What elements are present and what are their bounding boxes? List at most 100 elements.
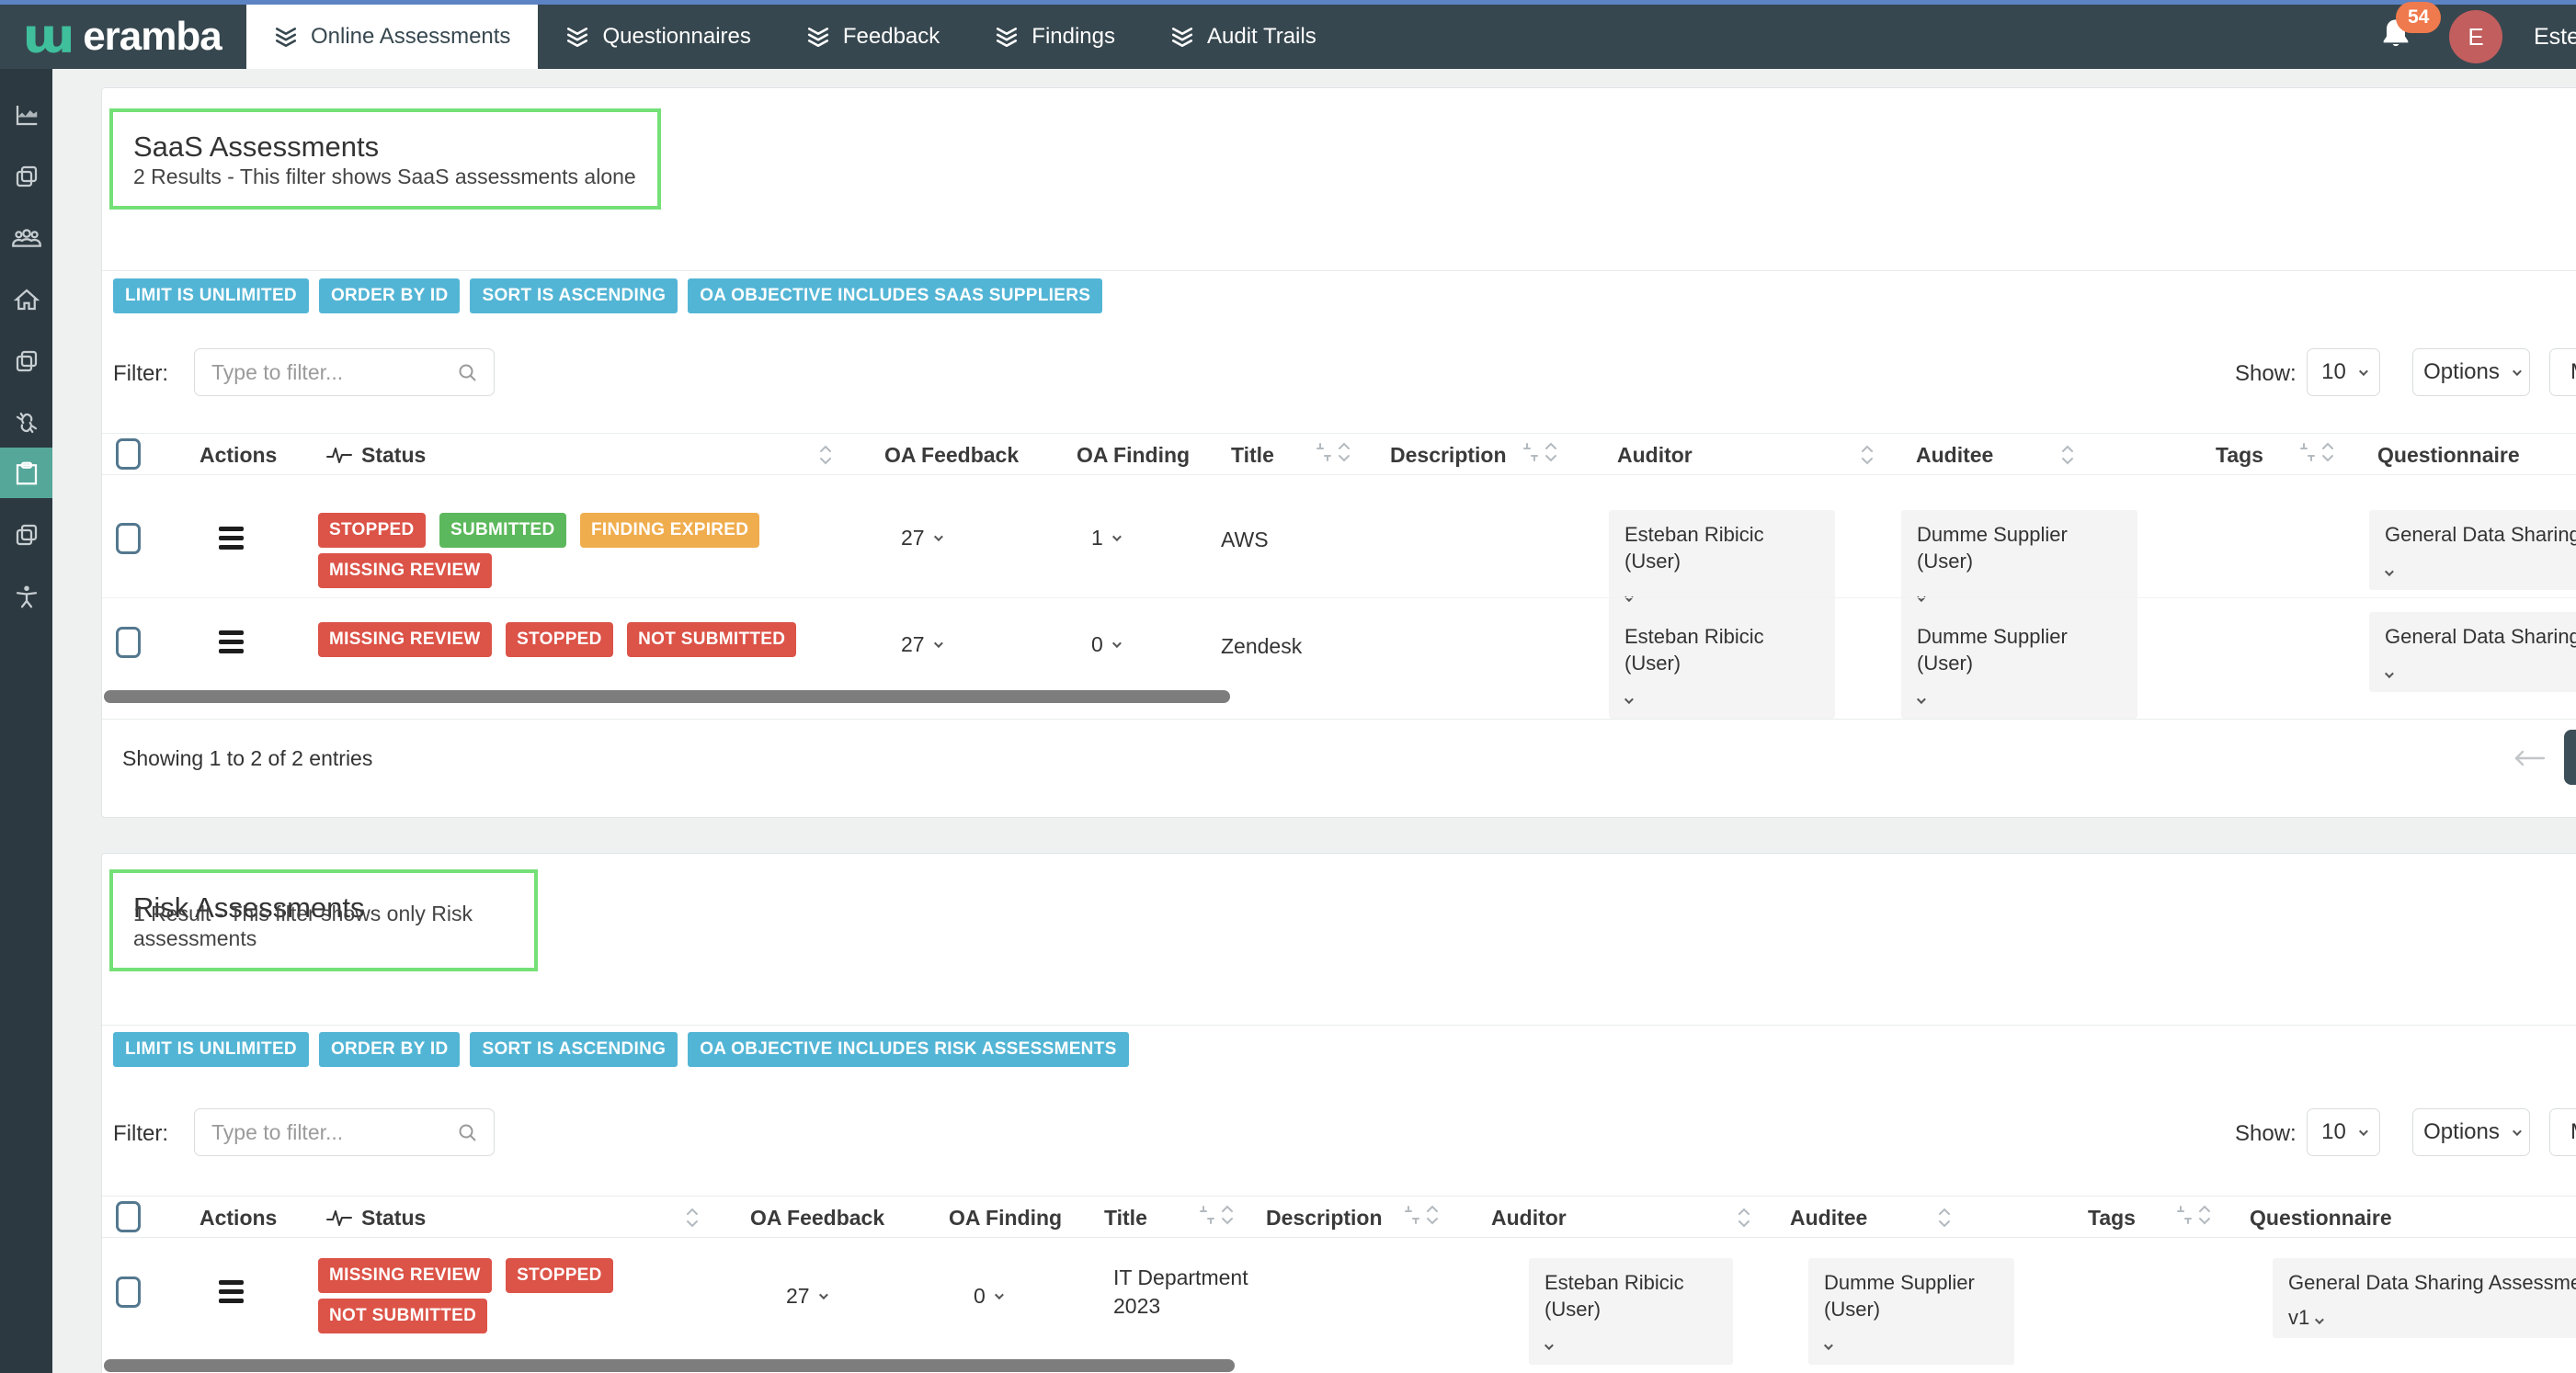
page-size-select[interactable]: 10	[2307, 1108, 2380, 1156]
options-button[interactable]: Options	[2412, 1108, 2530, 1156]
column-reorder-icon[interactable]	[1404, 1204, 1420, 1226]
sidebar-item-dashboard[interactable]	[0, 89, 52, 140]
filter-tag[interactable]: LIMIT IS UNLIMITED	[113, 1032, 309, 1067]
pagination-next-button[interactable]	[2564, 730, 2576, 785]
filter-tag[interactable]: ORDER BY ID	[318, 278, 461, 313]
sort-icon[interactable]	[1544, 441, 1557, 463]
questionnaire-dropdown[interactable]: General Data Sharing Assessments v1	[2273, 1258, 2576, 1339]
manage-button[interactable]: Manage	[2549, 348, 2576, 396]
col-status[interactable]: Status	[361, 1206, 427, 1230]
col-auditor[interactable]: Auditor	[1491, 1206, 1567, 1230]
entries-summary: Showing 1 to 2 of 2 entries	[122, 746, 373, 770]
oa-finding-dropdown[interactable]: 0	[1091, 632, 1122, 657]
sort-icon[interactable]	[1938, 1207, 1951, 1229]
col-oa-finding[interactable]: OA Finding	[1077, 443, 1191, 467]
filter-tag[interactable]: LIMIT IS UNLIMITED	[113, 278, 309, 313]
col-oa-feedback[interactable]: OA Feedback	[750, 1206, 885, 1230]
auditee-dropdown[interactable]: Dumme Supplier (User)	[1901, 510, 2137, 617]
column-reorder-icon[interactable]	[1199, 1204, 1215, 1226]
auditor-dropdown[interactable]: Esteban Ribicic (User)	[1609, 510, 1835, 617]
manage-button[interactable]: Manage	[2549, 1108, 2576, 1156]
sidebar-item-online-assessments[interactable]	[0, 448, 52, 498]
row-checkbox[interactable]	[116, 627, 141, 658]
col-title[interactable]: Title	[1104, 1206, 1147, 1230]
pagination-prev-icon[interactable]	[2511, 748, 2548, 768]
col-questionnaire[interactable]: Questionnaire	[2250, 1206, 2392, 1230]
sort-icon[interactable]	[2321, 441, 2334, 463]
row-checkbox[interactable]	[116, 1277, 141, 1308]
col-description[interactable]: Description	[1266, 1206, 1383, 1230]
oa-feedback-dropdown[interactable]: 27	[786, 1284, 828, 1309]
auditee-dropdown[interactable]: Dumme Supplier (User)	[1808, 1258, 2014, 1365]
column-reorder-icon[interactable]	[1316, 441, 1332, 463]
col-auditee[interactable]: Auditee	[1790, 1206, 1868, 1230]
eramba-logo[interactable]: ɯ eramba	[0, 5, 246, 69]
sidebar-item-programs[interactable]	[0, 335, 52, 386]
col-title[interactable]: Title	[1231, 443, 1274, 467]
oa-feedback-dropdown[interactable]: 27	[901, 526, 943, 550]
filter-tag[interactable]: SORT IS ASCENDING	[470, 278, 678, 313]
sidebar-item-home[interactable]	[0, 274, 52, 324]
sort-icon[interactable]	[2061, 444, 2074, 466]
table-row: STOPPED SUBMITTED FINDING EXPIRED MISSIN…	[102, 475, 2576, 617]
oa-feedback-dropdown[interactable]: 27	[901, 632, 943, 657]
horizontal-scrollbar[interactable]	[102, 690, 2576, 703]
filter-tag[interactable]: OA OBJECTIVE INCLUDES RISK ASSESSMENTS	[688, 1032, 1129, 1067]
questionnaire-dropdown[interactable]: General Data Sharing Assessments	[2369, 612, 2576, 693]
page-size-select[interactable]: 10	[2307, 348, 2380, 396]
filter-tag[interactable]: ORDER BY ID	[318, 1032, 461, 1067]
column-reorder-icon[interactable]	[1522, 441, 1539, 463]
filter-input[interactable]	[211, 1109, 441, 1155]
oa-finding-dropdown[interactable]: 0	[974, 1284, 1004, 1309]
oa-finding-dropdown[interactable]: 1	[1091, 526, 1122, 550]
sort-icon[interactable]	[1861, 444, 1874, 466]
row-actions-menu-icon[interactable]	[219, 630, 244, 658]
sort-icon[interactable]	[1426, 1204, 1439, 1226]
col-oa-feedback[interactable]: OA Feedback	[884, 443, 1020, 467]
row-actions-menu-icon[interactable]	[219, 527, 244, 554]
sort-icon[interactable]	[2198, 1204, 2211, 1226]
sort-icon[interactable]	[1738, 1207, 1750, 1229]
filter-tag[interactable]: OA OBJECTIVE INCLUDES SAAS SUPPLIERS	[688, 278, 1103, 313]
sort-icon[interactable]	[1338, 441, 1351, 463]
sidebar-item-library[interactable]	[0, 151, 52, 201]
sidebar-item-accessibility[interactable]	[0, 571, 52, 621]
sidebar-item-broken-links[interactable]	[0, 397, 52, 448]
col-description[interactable]: Description	[1390, 443, 1507, 467]
horizontal-scrollbar[interactable]	[102, 1359, 2576, 1372]
select-all-checkbox[interactable]	[116, 1201, 141, 1232]
row-checkbox[interactable]	[116, 523, 141, 554]
user-avatar[interactable]: E	[2449, 10, 2502, 63]
filter-tag[interactable]: SORT IS ASCENDING	[470, 1032, 678, 1067]
column-reorder-icon[interactable]	[2176, 1204, 2193, 1226]
options-label: Options	[2423, 359, 2500, 384]
col-oa-finding[interactable]: OA Finding	[949, 1206, 1063, 1230]
column-reorder-icon[interactable]	[2299, 441, 2316, 463]
col-questionnaire[interactable]: Questionnaire	[2377, 443, 2520, 467]
tab-audit-trails[interactable]: Audit Trails	[1143, 5, 1344, 69]
col-status[interactable]: Status	[361, 443, 427, 467]
auditor-dropdown[interactable]: Esteban Ribicic (User)	[1609, 612, 1835, 719]
user-name[interactable]: Esteban	[2534, 23, 2576, 50]
sort-icon[interactable]	[1221, 1204, 1234, 1226]
col-auditee[interactable]: Auditee	[1916, 443, 1994, 467]
options-button[interactable]: Options	[2412, 348, 2530, 396]
sidebar-item-collections[interactable]	[0, 509, 52, 560]
tab-questionnaires[interactable]: Questionnaires	[538, 5, 778, 69]
notifications-button[interactable]: 54	[2377, 2, 2442, 59]
select-all-checkbox[interactable]	[116, 438, 141, 470]
col-tags[interactable]: Tags	[2088, 1206, 2136, 1230]
sidebar-item-accounts[interactable]	[0, 212, 52, 263]
sort-icon[interactable]	[686, 1207, 699, 1229]
tab-online-assessments[interactable]: Online Assessments	[246, 5, 539, 69]
col-tags[interactable]: Tags	[2216, 443, 2263, 467]
row-actions-menu-icon[interactable]	[219, 1280, 244, 1308]
auditor-dropdown[interactable]: Esteban Ribicic (User)	[1529, 1258, 1733, 1365]
tab-findings[interactable]: Findings	[967, 5, 1143, 69]
auditee-dropdown[interactable]: Dumme Supplier (User)	[1901, 612, 2137, 719]
questionnaire-dropdown[interactable]: General Data Sharing Assessments	[2369, 510, 2576, 591]
col-auditor[interactable]: Auditor	[1617, 443, 1693, 467]
sort-icon[interactable]	[819, 444, 832, 466]
tab-feedback[interactable]: Feedback	[779, 5, 967, 69]
filter-input[interactable]	[211, 349, 441, 395]
